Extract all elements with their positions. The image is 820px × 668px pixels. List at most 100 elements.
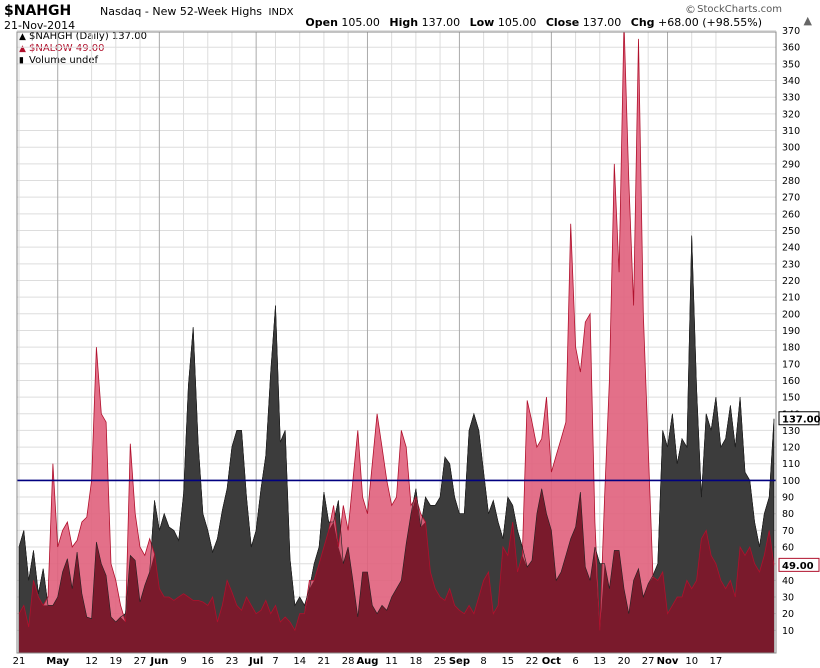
y-tick-label: 270 <box>782 193 800 204</box>
x-tick-label: 13 <box>593 656 606 667</box>
y-tick-label: 110 <box>782 459 800 470</box>
x-tick-label: 10 <box>685 656 698 667</box>
y-tick-label: 300 <box>782 143 800 154</box>
highs-line <box>18 235 775 623</box>
close-label: Close <box>545 16 580 29</box>
x-tick-label: 16 <box>201 656 214 667</box>
y-tick-label: 100 <box>782 476 800 487</box>
last-value-tag-highs: 137.00 <box>778 411 820 426</box>
area-swatch-icon: ▲ <box>19 32 26 42</box>
last-value-tag-lows: 49.00 <box>778 557 820 572</box>
y-tick-label: 10 <box>782 626 794 637</box>
x-tick-label: 25 <box>434 656 447 667</box>
y-tick-label: 60 <box>782 543 794 554</box>
series-layer <box>18 32 775 653</box>
y-tick-label: 310 <box>782 126 800 137</box>
x-tick-label: 7 <box>272 656 278 667</box>
x-tick-label: 21 <box>318 656 331 667</box>
last-value-tag-lows-text: 49.00 <box>782 561 814 572</box>
low-value: 105.00 <box>497 16 537 29</box>
low-label: Low <box>469 16 495 29</box>
x-tick-label: Oct <box>542 656 561 667</box>
overlap-area <box>19 488 774 653</box>
x-tick-label: 14 <box>293 656 306 667</box>
last-value-tag-highs-text: 137.00 <box>782 414 820 425</box>
y-tick-label: 370 <box>782 26 800 37</box>
high-label: High <box>389 16 419 29</box>
brand-label: StockCharts.com <box>697 4 782 15</box>
chg-label: Chg <box>630 16 655 29</box>
x-tick-label: Nov <box>657 656 679 667</box>
y-tick-label: 320 <box>782 109 800 120</box>
chart-legend: ▲ $NAHGH (Daily) 137.00 ▲ $NALOW 49.00 ▮ Vo… <box>19 31 147 67</box>
description-text: Nasdaq - New 52-Week Highs <box>100 5 263 18</box>
high-value: 137.00 <box>421 16 461 29</box>
chart-date: 21-Nov-2014 <box>4 19 76 32</box>
y-tick-label: 240 <box>782 243 800 254</box>
last-value-tag-highs-box <box>778 411 820 426</box>
y-tick-label: 340 <box>782 76 800 87</box>
plot-frame <box>16 31 777 654</box>
legend-lows-text: $NALOW 49.00 <box>29 43 105 54</box>
y-tick-label: 130 <box>782 426 800 437</box>
legend-highs-text: $NAHGH (Daily) 137.00 <box>29 31 147 42</box>
x-tick-label: 19 <box>109 656 122 667</box>
open-value: 105.00 <box>341 16 380 29</box>
x-tick-label: 11 <box>385 656 398 667</box>
chg-value: +68.00 (+98.55%) <box>658 16 762 29</box>
y-tick-label: 220 <box>782 276 800 287</box>
last-value-tag-lows-box <box>778 557 820 572</box>
x-tick-label: Jun <box>149 656 168 667</box>
legend-volume-text: Volume undef <box>29 55 99 66</box>
open-label: Open <box>305 16 338 29</box>
y-tick-label: 330 <box>782 93 800 104</box>
y-tick-label: 360 <box>782 43 800 54</box>
legend-entry-volume: ▮ Volume undef <box>19 55 147 67</box>
x-tick-label: 18 <box>409 656 422 667</box>
close-value: 137.00 <box>582 16 622 29</box>
legend-entry-lows: ▲ $NALOW 49.00 <box>19 43 147 55</box>
x-tick-label: Jul <box>248 656 263 667</box>
x-tick-label: 21 <box>13 656 26 667</box>
legend-entry-highs: ▲ $NAHGH (Daily) 137.00 <box>19 31 147 43</box>
y-tick-label: 230 <box>782 259 800 270</box>
lows-line <box>18 32 775 632</box>
y-tick-label: 150 <box>782 393 800 404</box>
y-tick-label: 200 <box>782 309 800 320</box>
x-tick-label: 27 <box>642 656 655 667</box>
y-tick-label: 210 <box>782 293 800 304</box>
x-tick-label: 27 <box>134 656 147 667</box>
x-tick-label: 9 <box>180 656 186 667</box>
y-tick-label: 260 <box>782 209 800 220</box>
area-swatch-icon: ▲ <box>19 44 26 54</box>
y-tick-label: 80 <box>782 509 794 520</box>
y-tick-label: 160 <box>782 376 800 387</box>
y-tick-label: 120 <box>782 443 800 454</box>
collapse-chevron-icon[interactable]: ▲ <box>803 14 812 27</box>
y-tick-label: 30 <box>782 593 794 604</box>
y-tick-label: 170 <box>782 359 800 370</box>
y-tick-label: 40 <box>782 576 794 587</box>
x-tick-label: 17 <box>710 656 723 667</box>
symbol-title: $NAHGH <box>4 3 72 19</box>
x-tick-label: 20 <box>618 656 631 667</box>
x-tick-label: 8 <box>480 656 486 667</box>
symbol-description: Nasdaq - New 52-Week Highs INDX <box>100 5 294 18</box>
y-tick-label: 20 <box>782 609 794 620</box>
x-tick-label: 6 <box>572 656 578 667</box>
y-tick-label: 280 <box>782 176 800 187</box>
x-tick-label: May <box>46 656 69 667</box>
y-tick-label: 250 <box>782 226 800 237</box>
y-tick-label: 350 <box>782 59 800 70</box>
y-tick-label: 180 <box>782 343 800 354</box>
x-tick-label: 22 <box>526 656 539 667</box>
y-tick-label: 70 <box>782 526 794 537</box>
exchange-tag: INDX <box>268 7 294 18</box>
x-tick-label: Aug <box>356 656 378 667</box>
x-tick-label: 23 <box>226 656 239 667</box>
y-tick-label: 290 <box>782 159 800 170</box>
y-tick-label: 190 <box>782 326 800 337</box>
y-tick-label: 90 <box>782 493 794 504</box>
x-tick-label: 15 <box>501 656 514 667</box>
